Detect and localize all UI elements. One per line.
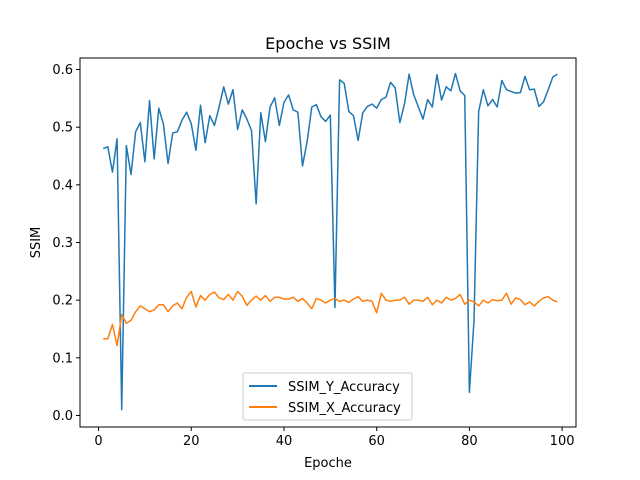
- y-tick-label: 0.6: [52, 63, 73, 78]
- y-tick-label: 0.1: [52, 351, 73, 366]
- x-tick-label: 20: [183, 434, 200, 449]
- plot-frame: [79, 57, 577, 428]
- legend-label-ssim-x: SSIM_X_Accuracy: [288, 401, 401, 416]
- legend-label-ssim-y: SSIM_Y_Accuracy: [288, 380, 400, 395]
- x-axis: 0 20 40 60 80 100: [94, 427, 575, 449]
- y-tick-label: 0.4: [52, 178, 73, 193]
- x-tick-label: 100: [550, 434, 575, 449]
- legend-box: [242, 372, 413, 421]
- series-line-0: [102, 72, 558, 411]
- x-tick-label: 60: [368, 434, 385, 449]
- y-tick-label: 0.2: [52, 294, 73, 309]
- y-tick-label: 0.0: [52, 409, 73, 424]
- y-axis-label: SSIM: [29, 227, 44, 259]
- y-tick-label: 0.3: [52, 236, 73, 251]
- series-line-1: [103, 290, 558, 347]
- x-tick-label: 40: [276, 434, 293, 449]
- y-tick-label: 0.5: [52, 121, 73, 136]
- x-axis-label: Epoche: [304, 456, 352, 471]
- y-axis: 0.0 0.1 0.2 0.3 0.4 0.5 0.6: [52, 63, 80, 424]
- legend: SSIM_Y_Accuracy SSIM_X_Accuracy: [242, 372, 413, 421]
- x-tick-label: 80: [461, 434, 478, 449]
- x-tick-label: 0: [94, 434, 102, 449]
- chart-title: Epoche vs SSIM: [265, 34, 391, 53]
- plot-lines: [102, 72, 558, 411]
